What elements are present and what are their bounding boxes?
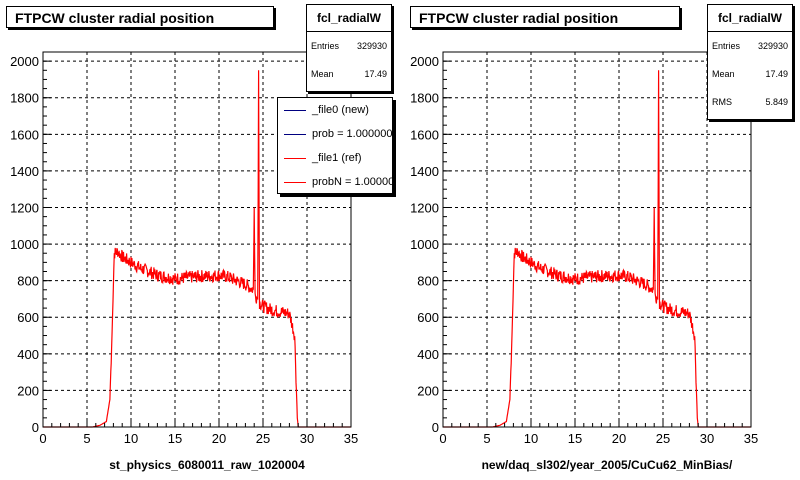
left-xtick-label: 10 xyxy=(124,431,138,446)
right-ytick-label: 200 xyxy=(417,383,439,398)
left-stats-mean-row: Mean 17.49 xyxy=(307,60,391,88)
right-ytick-label: 1800 xyxy=(410,91,439,106)
right-frame xyxy=(442,51,752,428)
legend-label-probN: probN = 1.000000 xyxy=(312,176,393,188)
legend-label-file0: _file0 (new) xyxy=(312,104,369,116)
right-xaxis-label: new/daq_sl302/year_2005/CuCu62_MinBias/ xyxy=(482,458,733,472)
left-stats-entries-label: Entries xyxy=(311,41,340,51)
left-ytick-label: 800 xyxy=(17,274,39,289)
left-legend-box: _file0 (new) prob = 1.000000 _file1 (ref… xyxy=(277,97,393,194)
right-series-line xyxy=(443,70,751,428)
left-stats-entries-value: 329930 xyxy=(356,41,387,51)
left-plot-pad: 0 5 10 15 20 25 30 35 0 200 400 600 800 1000 1200 1400 1… xyxy=(6,4,393,472)
right-xtick-label: 15 xyxy=(568,431,582,446)
right-ytick-label: 2000 xyxy=(410,54,439,69)
right-stats-rms-row: RMS 5.849 xyxy=(708,88,792,116)
left-ytick-label: 2000 xyxy=(10,54,39,69)
right-stats-rms-label: RMS xyxy=(712,97,732,107)
right-ytick-label: 800 xyxy=(417,274,439,289)
left-xaxis-label: st_physics_6080011_raw_1020004 xyxy=(109,458,305,472)
right-stats-mean-row: Mean 17.49 xyxy=(708,60,792,88)
right-stats-entries-row: Entries 329930 xyxy=(708,32,792,60)
legend-entry-file1: _file1 (ref) xyxy=(278,146,392,170)
right-stats-entries-label: Entries xyxy=(712,41,741,51)
left-ytick-label: 1000 xyxy=(10,237,39,252)
left-stats-box: fcl_radialW Entries 329930 Mean 17.49 xyxy=(306,4,392,92)
right-ytick-label: 1000 xyxy=(410,237,439,252)
left-ytick-label: 400 xyxy=(17,347,39,362)
right-ytick-label: 1400 xyxy=(410,164,439,179)
legend-swatch-file0 xyxy=(284,110,306,111)
right-plot-title: FTPCW cluster radial position xyxy=(410,6,680,28)
legend-label-file1: _file1 (ref) xyxy=(312,152,362,164)
right-ytick-label: 1200 xyxy=(410,200,439,215)
left-ytick-label: 600 xyxy=(17,310,39,325)
right-stats-name: fcl_radialW xyxy=(708,5,792,32)
left-stats-entries-row: Entries 329930 xyxy=(307,32,391,60)
left-stats-mean-label: Mean xyxy=(311,69,334,79)
left-xtick-label: 25 xyxy=(256,431,270,446)
left-xtick-label: 15 xyxy=(168,431,182,446)
left-xtick-label: 20 xyxy=(212,431,226,446)
left-ytick-label: 1200 xyxy=(10,200,39,215)
right-plot-pad: 0 5 10 15 20 25 30 35 0 200 400 600 800 1000 1200 1400 1… xyxy=(400,0,800,480)
right-xtick-label: 10 xyxy=(524,431,538,446)
right-stats-entries-value: 329930 xyxy=(757,41,788,51)
legend-entry-probN: probN = 1.000000 xyxy=(278,170,393,193)
right-ytick-label: 400 xyxy=(417,347,439,362)
left-ytick-label: 200 xyxy=(17,383,39,398)
left-xtick-label: 30 xyxy=(300,431,314,446)
right-ytick-label: 1600 xyxy=(410,127,439,142)
legend-label-prob: prob = 1.000000 xyxy=(312,128,393,140)
right-stats-mean-label: Mean xyxy=(712,69,735,79)
left-stats-mean-value: 17.49 xyxy=(364,69,387,79)
legend-swatch-probN xyxy=(284,182,306,183)
left-xtick-label: 0 xyxy=(39,431,46,446)
legend-swatch-file1 xyxy=(284,158,306,159)
right-stats-box: fcl_radialW Entries 329930 Mean 17.49 RM… xyxy=(707,4,793,120)
left-ytick-label: 0 xyxy=(32,420,39,435)
left-frame xyxy=(42,51,352,428)
right-ytick-label: 600 xyxy=(417,310,439,325)
left-xtick-label: 35 xyxy=(344,431,358,446)
right-xtick-label: 5 xyxy=(483,431,490,446)
left-ytick-label: 1600 xyxy=(10,127,39,142)
right-xtick-label: 20 xyxy=(612,431,626,446)
left-plot-title: FTPCW cluster radial position xyxy=(6,6,274,28)
right-ytick-label: 0 xyxy=(432,420,439,435)
left-ytick-label: 1400 xyxy=(10,164,39,179)
legend-entry-prob: prob = 1.000000 xyxy=(278,122,392,146)
right-xtick-label: 30 xyxy=(700,431,714,446)
left-ytick-label: 1800 xyxy=(10,91,39,106)
right-xtick-label: 35 xyxy=(744,431,758,446)
right-stats-mean-value: 17.49 xyxy=(765,69,788,79)
right-stats-rms-value: 5.849 xyxy=(765,97,788,107)
legend-entry-file0: _file0 (new) xyxy=(278,98,392,122)
right-xtick-label: 0 xyxy=(439,431,446,446)
legend-swatch-prob xyxy=(284,134,306,135)
left-stats-name: fcl_radialW xyxy=(307,5,391,32)
right-xtick-label: 25 xyxy=(656,431,670,446)
left-xtick-label: 5 xyxy=(83,431,90,446)
right-histogram-plot: 0 5 10 15 20 25 30 35 0 200 400 600 800 1000 1200 1400 1… xyxy=(410,51,758,472)
